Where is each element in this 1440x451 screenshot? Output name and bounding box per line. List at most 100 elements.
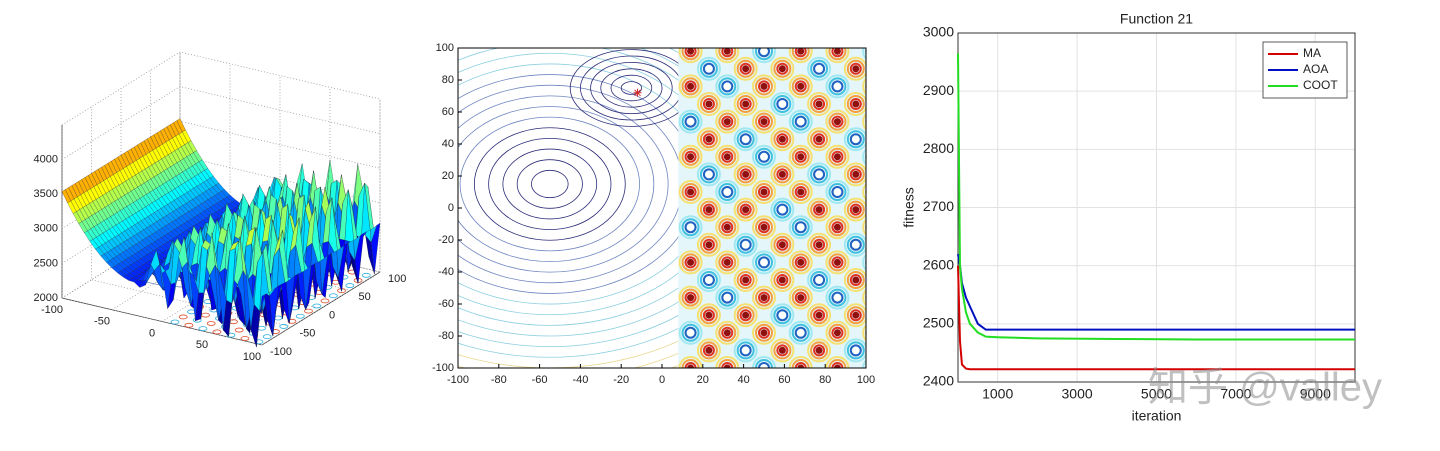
- contour-blob: [752, 320, 776, 345]
- contour-blob: [815, 276, 823, 284]
- contour-blob: [705, 65, 713, 73]
- contour-blob: [788, 250, 813, 275]
- contour-blob: [807, 268, 832, 292]
- contour-blob: [770, 338, 795, 363]
- contour-blob: [846, 130, 865, 149]
- contour-blob: [776, 274, 789, 286]
- contour-blob: [813, 344, 826, 357]
- contour-blob: [825, 144, 850, 169]
- x-tick-label: 100: [857, 374, 875, 386]
- contour-blob: [849, 133, 862, 146]
- contour-blob: [828, 323, 847, 342]
- contour-panel: -100 -80 -60 -40 -20 0 20 40 60 80 100 -100 -80 -60 -4…: [432, 42, 879, 386]
- contour-blob: [739, 344, 752, 357]
- contour-blob: [815, 170, 823, 178]
- contour-blob: [678, 180, 703, 204]
- contour-blob: [825, 180, 850, 204]
- contour-blob: [791, 253, 810, 272]
- contour-blob: [723, 153, 731, 161]
- contour-blob: [705, 311, 713, 319]
- contour-blob: [852, 100, 860, 108]
- contour-blob: [825, 109, 850, 134]
- contour-blob: [813, 62, 826, 75]
- contour-blob: [687, 153, 695, 161]
- contour-blob: [773, 59, 792, 78]
- contour-blob: [687, 48, 695, 55]
- contour-blob: [721, 115, 734, 128]
- contour-blob: [852, 206, 860, 214]
- contour-blob: [721, 48, 734, 58]
- y-tick-label: 3000: [923, 24, 954, 40]
- contour-blob: [791, 112, 810, 131]
- contour-blob: [702, 309, 715, 322]
- contour-blob: [699, 59, 718, 78]
- contour-blob: [825, 285, 850, 310]
- contour-blob: [849, 309, 862, 322]
- contour-blob: [872, 260, 877, 265]
- contour-blob: [825, 320, 850, 345]
- contour-blob: [760, 364, 768, 368]
- contour-blob: [715, 48, 740, 64]
- contour-blob: [869, 222, 879, 232]
- y-tick-label: 2900: [923, 82, 954, 98]
- contour-blob: [791, 147, 810, 166]
- contour-blob: [715, 74, 740, 99]
- contour-blob: [718, 323, 737, 342]
- contour-blob: [742, 311, 750, 319]
- contour-blob: [846, 306, 865, 325]
- contour-blob: [696, 197, 721, 222]
- contour-blob: [723, 188, 731, 196]
- contour-blob: [813, 133, 826, 146]
- contour-blob: [794, 291, 807, 304]
- contour-blob: [843, 56, 866, 81]
- floor-contour: [234, 327, 244, 333]
- contour-blob: [869, 328, 879, 338]
- contour-blob: [869, 187, 879, 197]
- x-tick-label: -80: [491, 374, 507, 386]
- contour-blob: [833, 118, 841, 126]
- x-tick-label: 0: [149, 327, 155, 339]
- contour-blob: [849, 238, 862, 251]
- contour-blob: [699, 235, 718, 254]
- contour-blob: [721, 291, 734, 304]
- contour-blob: [833, 258, 841, 266]
- contour-blob: [699, 130, 718, 149]
- y-tick-label: 100: [436, 42, 454, 54]
- x-tick-label: 20: [697, 374, 709, 386]
- plot-frame: [957, 32, 1356, 383]
- contour-blob: [760, 294, 768, 302]
- contour-blob: [843, 162, 866, 187]
- contour-blob: [852, 65, 860, 73]
- contour-blob: [736, 165, 755, 184]
- contour-blob: [794, 326, 807, 339]
- contour-blob: [687, 82, 695, 90]
- contour-blob: [770, 232, 795, 257]
- contour-blob: [828, 288, 847, 307]
- surface-panel: 2000 2500 3000 3500 4000 -100 -50 0 50 100 -100 -50…: [34, 51, 406, 363]
- contour-blob: [810, 306, 829, 325]
- floor-contour: [320, 298, 330, 304]
- contour-blob: [778, 170, 786, 178]
- x-axis-label: iteration: [1132, 408, 1182, 424]
- contour-blob: [718, 218, 737, 237]
- contour-blob: [687, 258, 695, 266]
- contour-line: [600, 68, 663, 108]
- contour-blob: [736, 235, 755, 254]
- contour-blob: [699, 95, 718, 113]
- contour-blob: [831, 326, 844, 339]
- contour-line: [502, 148, 598, 220]
- contour-blob: [736, 306, 755, 325]
- contour-blob: [755, 253, 773, 272]
- floor-contour: [206, 321, 216, 326]
- floor-contour: [226, 332, 236, 338]
- contour-blob: [807, 303, 832, 328]
- contour-blob: [865, 82, 866, 91]
- contour-blob: [684, 150, 697, 163]
- contour-blob: [702, 238, 715, 251]
- contour-blob: [813, 309, 826, 322]
- series-line: [957, 53, 1355, 341]
- contour-blob: [778, 241, 786, 249]
- contour-blob: [810, 165, 829, 184]
- contour-blob: [721, 221, 734, 234]
- chart-title: Function 21: [1120, 11, 1193, 27]
